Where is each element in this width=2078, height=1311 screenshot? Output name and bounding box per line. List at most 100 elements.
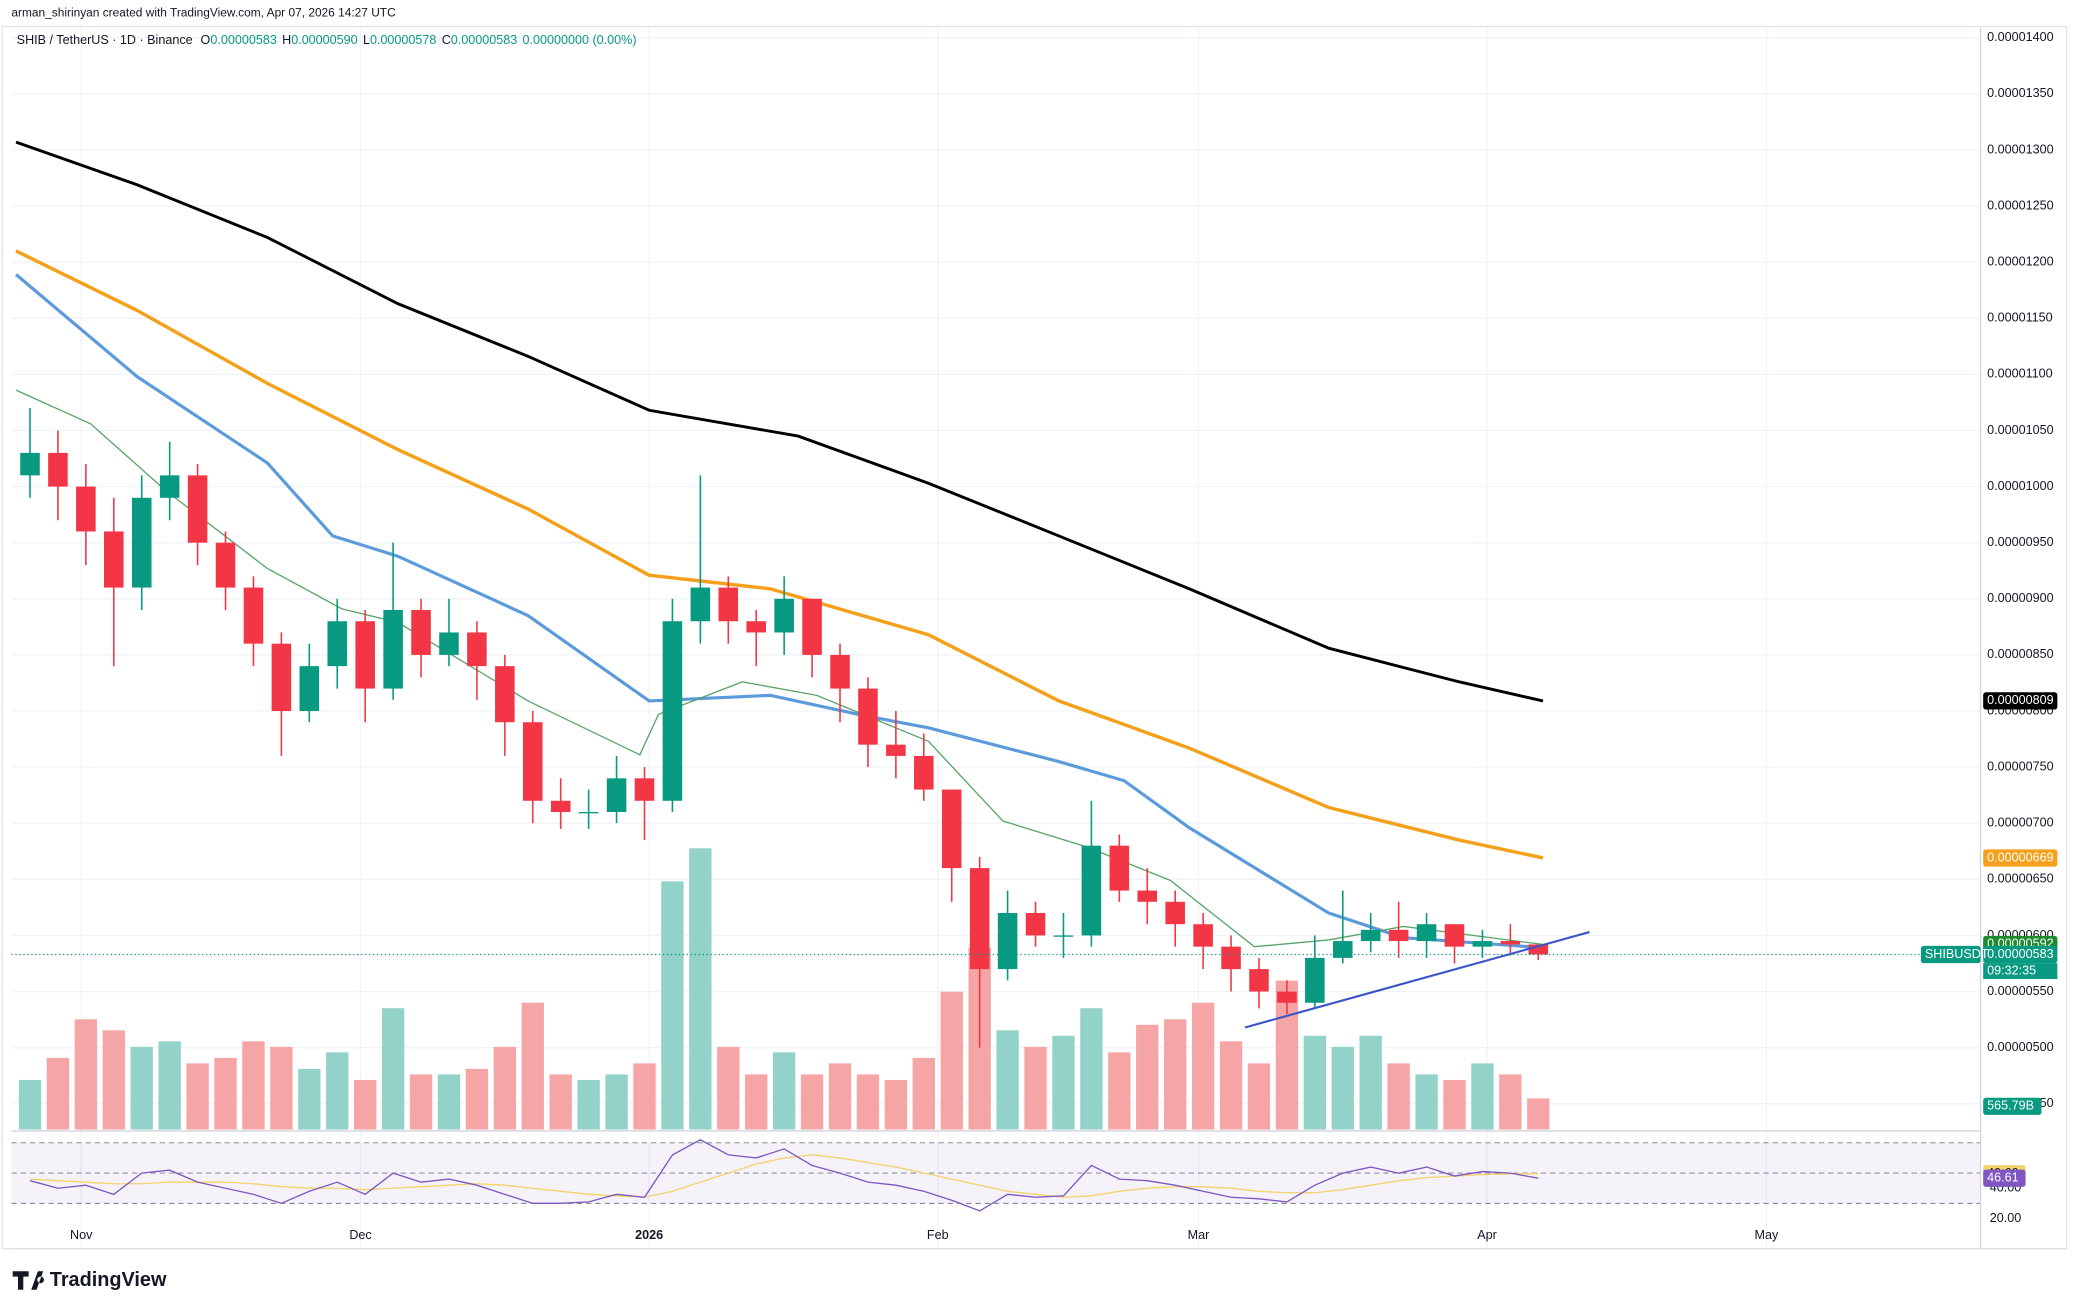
ohlc-value: 0.00000583 — [451, 33, 517, 47]
candle-body — [1305, 957, 1325, 1003]
candle-body — [355, 621, 375, 689]
ohlc-label: L — [363, 33, 370, 47]
y-tick-label: 0.00001400 — [1987, 30, 2053, 44]
candle-body — [1193, 924, 1213, 947]
candle-body — [1053, 935, 1074, 937]
candle-body — [383, 610, 403, 689]
candle-body — [1221, 946, 1241, 970]
countdown-box — [1983, 963, 2058, 980]
candle-body — [104, 531, 124, 588]
candle-body — [1109, 845, 1130, 891]
volume-bar — [521, 1002, 544, 1130]
y-tick-label: 0.00000550 — [1987, 984, 2053, 998]
candle-body — [243, 587, 264, 644]
candle-body — [774, 598, 794, 633]
candle-body — [662, 621, 683, 801]
y-tick-label: 0.00001150 — [1987, 311, 2053, 325]
y-tick-label: 0.00001350 — [1987, 86, 2053, 100]
candle-body — [914, 755, 934, 790]
volume-bar — [158, 1041, 181, 1130]
candle-body — [467, 632, 487, 667]
volume-bar — [800, 1074, 824, 1130]
axes: 0.000004500.000005000.000005500.00000600… — [70, 30, 2054, 1242]
candle-body — [830, 654, 850, 689]
y-tick-label: 0.00000650 — [1987, 872, 2053, 886]
countdown: 09:32:35 — [1987, 963, 2036, 977]
legend: SHIB / TetherUS · 1D · Binance O0.0000058… — [17, 33, 637, 47]
candle-body — [1416, 924, 1437, 942]
y-tick-label: 0.00000900 — [1987, 591, 2053, 605]
candle-body — [187, 475, 208, 543]
ohlc-value: 0.00000583 — [210, 33, 276, 47]
x-tick-label: Dec — [349, 1228, 371, 1242]
y-tick-label: 0.00000700 — [1987, 816, 2053, 830]
volume-bar — [1136, 1024, 1159, 1130]
candle-body — [76, 486, 96, 532]
candle-body — [411, 610, 431, 655]
candle-body — [1165, 901, 1185, 925]
moving-average — [15, 389, 1544, 948]
rsi-line — [29, 1139, 1539, 1212]
candle-body — [1137, 890, 1158, 902]
volume-bar — [270, 1046, 293, 1130]
volume-bar — [689, 848, 712, 1130]
volume-bar — [828, 1063, 852, 1130]
candle-body — [1249, 969, 1269, 992]
y-tick-label: 0.00001100 — [1987, 367, 2053, 381]
candle-body — [1528, 944, 1549, 955]
moving-average — [15, 140, 1544, 703]
volume-bar — [1191, 1002, 1215, 1130]
volume-bar — [940, 991, 963, 1130]
volume-bar — [409, 1074, 433, 1130]
rsi-layer — [11, 1139, 1981, 1212]
volume-bar — [1527, 1098, 1550, 1130]
y-tick-label: 0.00001050 — [1987, 423, 2053, 437]
ohlc-label: O — [201, 33, 211, 47]
volume-bar — [745, 1074, 768, 1130]
y-tick-label: 0.00001300 — [1987, 142, 2053, 156]
candle-body — [941, 789, 962, 869]
volume-bar — [493, 1046, 517, 1130]
candle-body — [215, 542, 236, 588]
volume-bar — [186, 1063, 209, 1130]
x-tick-label: Mar — [1188, 1228, 1210, 1242]
candle-body — [131, 497, 152, 588]
candle-body — [1025, 912, 1046, 936]
candle-body — [578, 812, 599, 814]
candle-body — [522, 722, 543, 801]
volume-bar — [1359, 1035, 1382, 1130]
volume-layer — [18, 848, 1550, 1130]
volume-bar — [46, 1057, 70, 1130]
candle-body — [1081, 845, 1102, 936]
candle-body — [271, 643, 292, 712]
candle-body — [1500, 941, 1521, 945]
rsi-tick-label: 20.00 — [1990, 1211, 2021, 1225]
volume-bar — [1052, 1035, 1075, 1130]
y-tick-label: 0.00000500 — [1987, 1040, 2053, 1054]
y-tick-label: 0.00001250 — [1987, 198, 2053, 212]
symbol: SHIB / TetherUS · 1D · Binance — [17, 33, 193, 47]
axis-labels: 0.000008090.000006690.000005890.00000592… — [1920, 692, 2058, 1187]
last-price-label-box — [1983, 945, 2058, 964]
candle-body — [1332, 941, 1353, 958]
volume-bar — [381, 1008, 405, 1130]
volume-bar — [996, 1030, 1019, 1130]
volume-bar — [242, 1041, 265, 1130]
volume-last-label: 565.79B — [1987, 1099, 2034, 1113]
volume-bar — [1415, 1074, 1438, 1130]
ohlc-value: 0.00000578 — [370, 33, 436, 47]
candle-body — [20, 452, 40, 476]
volume-bar — [74, 1019, 98, 1130]
candle-body — [1388, 929, 1409, 942]
candle-body — [299, 666, 320, 712]
frame — [1, 25, 2068, 1250]
candle-body — [1472, 941, 1493, 947]
candle-body — [718, 587, 739, 622]
ohlc-label: H — [282, 33, 291, 47]
volume-bar — [912, 1057, 935, 1130]
candle-body — [746, 621, 766, 633]
volume-bar — [605, 1074, 628, 1130]
volume-bar — [717, 1046, 740, 1130]
x-tick-label: Nov — [70, 1228, 93, 1242]
trendline — [1244, 931, 1590, 1029]
